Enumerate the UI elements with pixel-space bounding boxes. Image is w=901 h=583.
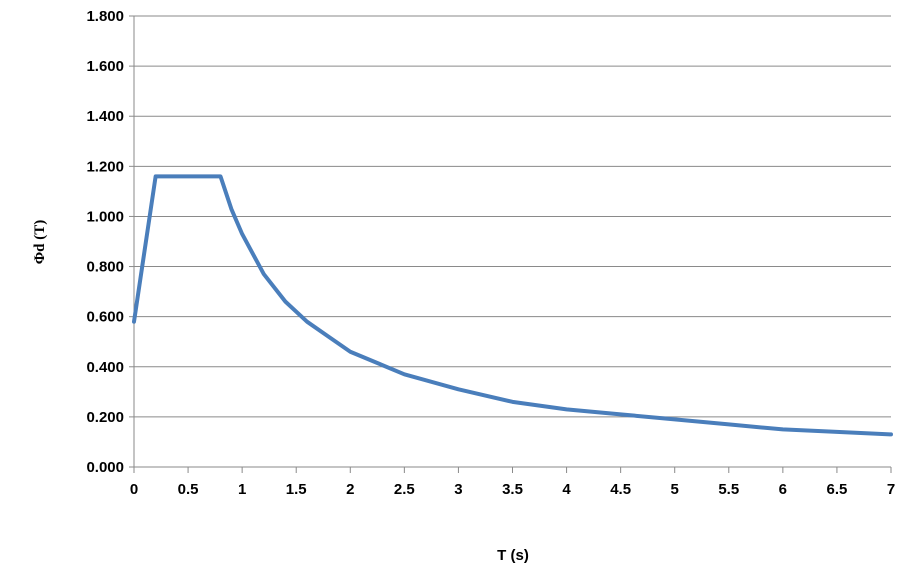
x-tick-label: 0.5 bbox=[178, 481, 199, 498]
y-tick-label: 0.000 bbox=[86, 459, 124, 476]
x-tick-label: 5.5 bbox=[718, 481, 739, 498]
x-tick-label: 3.5 bbox=[502, 481, 523, 498]
x-tick-label: 2 bbox=[346, 481, 354, 498]
y-tick-label: 1.400 bbox=[86, 108, 124, 125]
y-tick-label: 0.200 bbox=[86, 409, 124, 426]
y-tick-label: 0.400 bbox=[86, 359, 124, 376]
y-tick-label: 1.200 bbox=[86, 158, 124, 175]
x-tick-label: 7 bbox=[887, 481, 895, 498]
series-line-0 bbox=[132, 174, 893, 437]
x-tick-label: 0 bbox=[130, 481, 138, 498]
y-tick-label: 1.000 bbox=[86, 208, 124, 225]
series-layer bbox=[132, 174, 893, 437]
x-tick-label: 6 bbox=[779, 481, 787, 498]
x-tick-label: 5 bbox=[671, 481, 679, 498]
x-tick-label: 1 bbox=[238, 481, 246, 498]
x-tick-label: 6.5 bbox=[826, 481, 847, 498]
axes bbox=[129, 15, 892, 473]
x-tick-label: 2.5 bbox=[394, 481, 415, 498]
grid-lines bbox=[134, 15, 891, 418]
x-tick-label: 4 bbox=[562, 481, 571, 498]
y-tick-label: 0.600 bbox=[86, 309, 124, 326]
x-axis-title: T (s) bbox=[497, 547, 529, 564]
x-tick-label: 1.5 bbox=[286, 481, 307, 498]
y-axis-title: Φd (T) bbox=[32, 220, 48, 265]
y-tick-label: 1.800 bbox=[86, 8, 124, 25]
x-tick-label: 4.5 bbox=[610, 481, 631, 498]
tick-labels: 0.000 0.200 0.400 0.600 0.800 1.000 1.200 1.400… bbox=[86, 8, 895, 498]
y-tick-label: 1.600 bbox=[86, 58, 124, 75]
y-tick-label: 0.800 bbox=[86, 259, 124, 276]
x-tick-label: 3 bbox=[454, 481, 462, 498]
